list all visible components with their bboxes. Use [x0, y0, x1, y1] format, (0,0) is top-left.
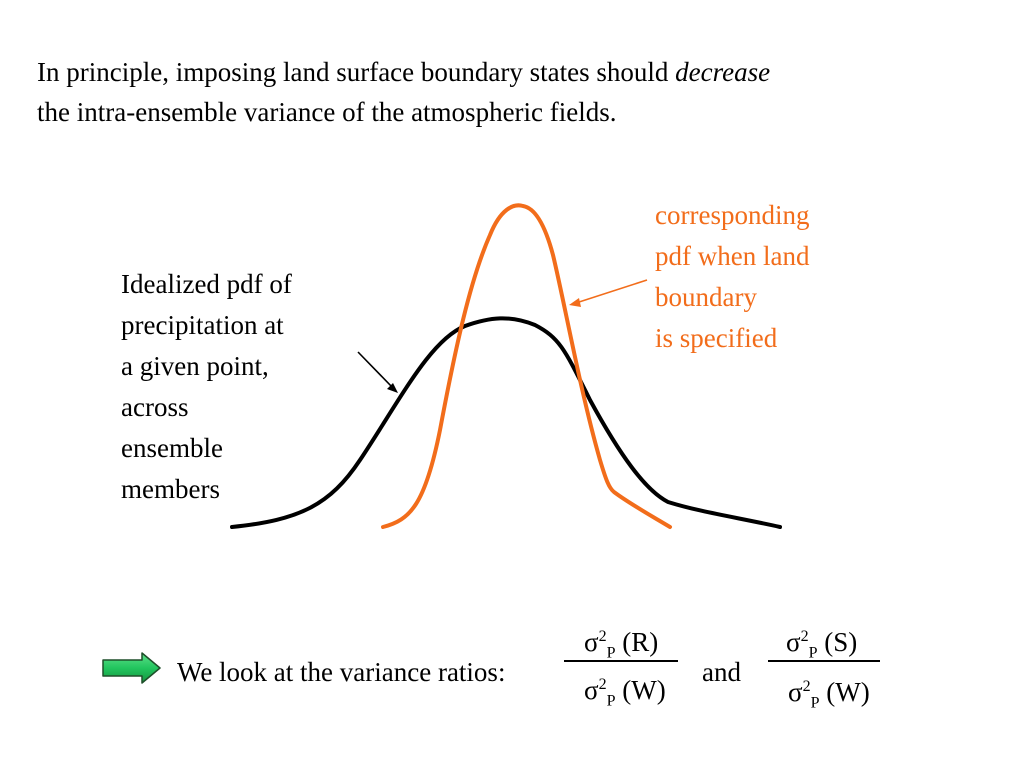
- ratio-2-fraction-bar: [768, 660, 880, 662]
- black-pointer-arrow: [357, 351, 398, 393]
- orange-pointer-arrow: [569, 279, 648, 307]
- wide-pdf-label: Idealized pdf of precipitation at a give…: [121, 264, 292, 510]
- wide-pdf-label-line: Idealized pdf of: [121, 269, 292, 299]
- exponent: 2: [598, 676, 607, 693]
- ratio-2-denominator: σ2P (W): [788, 674, 870, 712]
- ratio-term: (S): [817, 627, 858, 657]
- narrow-pdf-label: corresponding pdf when land boundary is …: [655, 195, 809, 359]
- right-arrow-icon: [102, 652, 161, 684]
- intro-line-2: the intra-ensemble variance of the atmos…: [37, 97, 617, 127]
- intro-line-1-text: In principle, imposing land surface boun…: [37, 57, 676, 87]
- wide-pdf-label-line: a given point,: [121, 351, 269, 381]
- wide-pdf-label-line: ensemble: [121, 433, 223, 463]
- sigma-symbol: σ: [786, 627, 801, 657]
- narrow-pdf-curve: [381, 203, 672, 529]
- ratio-term: (W): [615, 675, 666, 705]
- ratio-term: (W): [819, 677, 870, 707]
- ratio-term: (R): [615, 627, 659, 657]
- intro-line-1: In principle, imposing land surface boun…: [37, 52, 997, 92]
- subscript: P: [808, 644, 818, 662]
- ratio-2-numerator: σ2P (S): [786, 624, 858, 662]
- subscript: P: [606, 692, 616, 710]
- narrow-pdf-label-line: is specified: [655, 323, 778, 353]
- exponent: 2: [802, 678, 811, 695]
- intro-text: In principle, imposing land surface boun…: [37, 52, 997, 132]
- ratio-1-denominator: σ2P (W): [584, 672, 666, 710]
- wide-pdf-label-line: across: [121, 392, 189, 422]
- wide-pdf-label-line: members: [121, 474, 220, 504]
- narrow-pdf-label-line: pdf when land: [655, 241, 810, 271]
- exponent: 2: [598, 628, 607, 645]
- subscript: P: [606, 644, 616, 662]
- sigma-symbol: σ: [584, 627, 599, 657]
- subscript: P: [810, 694, 820, 712]
- wide-pdf-curve: [230, 316, 782, 529]
- sigma-symbol: σ: [788, 677, 803, 707]
- ratio-1-numerator: σ2P (R): [584, 624, 659, 662]
- conclusion-text: We look at the variance ratios:: [177, 657, 506, 687]
- narrow-pdf-label-line: corresponding: [655, 200, 810, 230]
- exponent: 2: [800, 628, 809, 645]
- and-word: and: [702, 657, 741, 687]
- ratio-1-fraction-bar: [564, 660, 678, 662]
- intro-emphasis: decrease: [675, 57, 771, 87]
- sigma-symbol: σ: [584, 675, 599, 705]
- wide-pdf-label-line: precipitation at: [121, 310, 284, 340]
- narrow-pdf-label-line: boundary: [655, 282, 757, 312]
